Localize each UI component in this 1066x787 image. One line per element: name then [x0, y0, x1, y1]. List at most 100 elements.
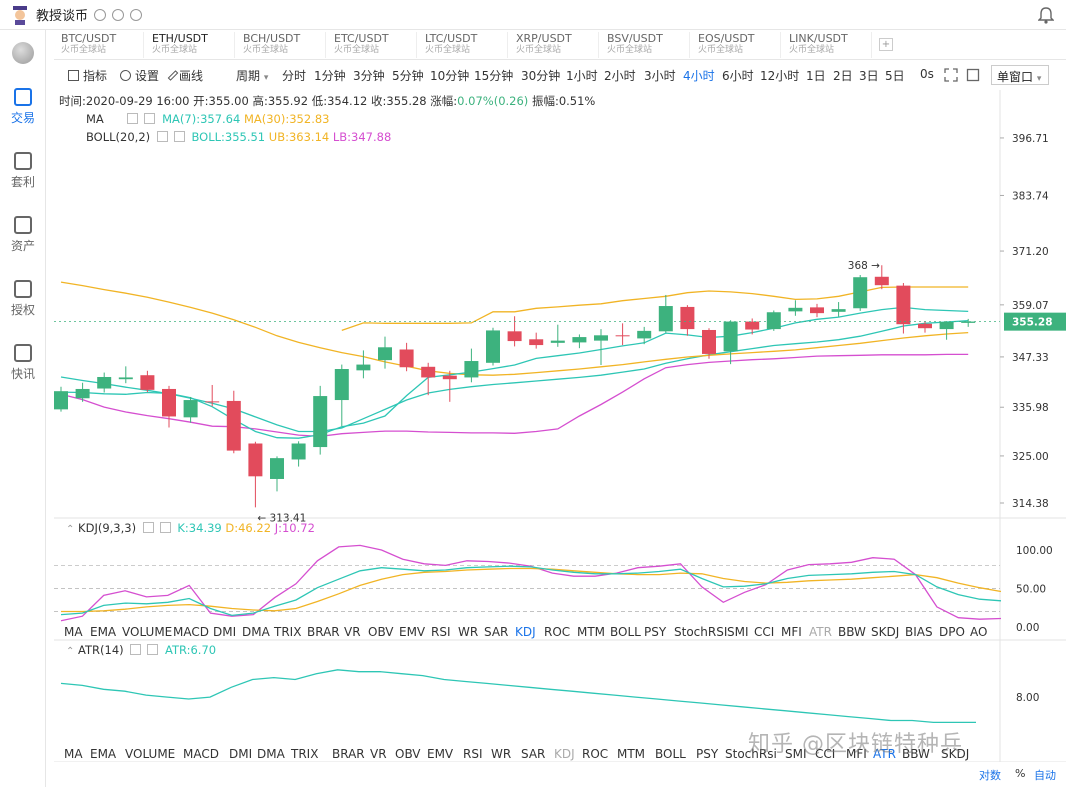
indicator-tab-ema[interactable]: EMA: [90, 625, 117, 639]
sidebar-item-trade[interactable]: 交易: [0, 88, 46, 126]
interval-6[interactable]: 30分钟: [521, 69, 561, 83]
indicator-tab-vr[interactable]: VR: [344, 625, 361, 639]
ma-settings-icon[interactable]: [127, 113, 139, 124]
settings-button[interactable]: 设置: [120, 67, 159, 84]
indicator-tab-ao[interactable]: AO: [970, 625, 988, 639]
indicator-tab-cci[interactable]: CCI: [754, 625, 775, 639]
kdj-settings-icon[interactable]: [142, 522, 154, 533]
indicator-tab-vr[interactable]: VR: [370, 747, 387, 761]
indicator-tab-wr[interactable]: WR: [491, 747, 512, 761]
tab-bch-usdt[interactable]: BCH/USDT 火币全球站: [236, 32, 326, 58]
indicator-tab-mfi[interactable]: MFI: [781, 625, 802, 639]
interval-14[interactable]: 2日: [833, 69, 853, 83]
sidebar-item-arbitrage[interactable]: 套利: [0, 152, 46, 190]
indicator-button[interactable]: 指标: [68, 67, 107, 84]
chart-canvas[interactable]: 396.71 383.74 371.20 359.07 347.33 335.98 325.…: [54, 90, 1066, 762]
indicator-tab-obv[interactable]: OBV: [368, 625, 394, 639]
indicator-tab-volume[interactable]: VOLUME: [125, 747, 176, 761]
draw-line-button[interactable]: 画线: [167, 67, 203, 84]
interval-11[interactable]: 6小时: [722, 69, 754, 83]
tab-bsv-usdt[interactable]: BSV/USDT 火币全球站: [600, 32, 690, 58]
indicator-tab-ma[interactable]: MA: [64, 625, 83, 639]
indicator-tab-skdj[interactable]: SKDJ: [941, 747, 970, 761]
indicator-tab-bbw[interactable]: BBW: [838, 625, 866, 639]
globe-icon[interactable]: [12, 42, 34, 64]
indicator-tab-rsi[interactable]: RSI: [463, 747, 483, 761]
indicator-tab-roc[interactable]: ROC: [582, 747, 609, 761]
indicator-tab-atr[interactable]: ATR: [809, 625, 832, 639]
indicator-tab-sar[interactable]: SAR: [521, 747, 546, 761]
indicator-tab-smi[interactable]: SMI: [727, 625, 749, 639]
percent-scale-toggle[interactable]: %: [1015, 767, 1026, 780]
tab-etc-usdt[interactable]: ETC/USDT 火币全球站: [327, 32, 417, 58]
indicator-tab-bias[interactable]: BIAS: [905, 625, 933, 639]
ma-close-icon[interactable]: [144, 113, 156, 124]
indicator-tab-mtm[interactable]: MTM: [577, 625, 606, 639]
indicator-tab-dmi[interactable]: DMI: [229, 747, 253, 761]
indicator-tab-macd[interactable]: MACD: [183, 747, 219, 761]
indicator-tab-brar[interactable]: BRAR: [307, 625, 340, 639]
interval-8[interactable]: 2小时: [604, 69, 636, 83]
interval-13[interactable]: 1日: [806, 69, 826, 83]
bell-icon[interactable]: [1038, 6, 1054, 24]
auto-scale-toggle[interactable]: 自动: [1034, 769, 1056, 782]
indicator-tab-dmi[interactable]: DMI: [213, 625, 237, 639]
interval-7[interactable]: 1小时: [566, 69, 598, 83]
indicator-tab-trix[interactable]: TRIX: [291, 747, 319, 761]
indicator-tab-boll[interactable]: BOLL: [655, 747, 686, 761]
indicator-tab-trix[interactable]: TRIX: [274, 625, 302, 639]
indicator-tab-wr[interactable]: WR: [458, 625, 479, 639]
tab-link-usdt[interactable]: LINK/USDT 火币全球站: [782, 32, 872, 58]
indicator-tab-skdj[interactable]: SKDJ: [871, 625, 900, 639]
boll-settings-icon[interactable]: [156, 131, 168, 142]
log-scale-toggle[interactable]: 对数: [979, 769, 1001, 782]
indicator-tab-boll[interactable]: BOLL: [610, 625, 641, 639]
indicator-tab-sar[interactable]: SAR: [484, 625, 509, 639]
indicator-tab-roc[interactable]: ROC: [544, 625, 571, 639]
tab-btc-usdt[interactable]: BTC/USDT 火币全球站: [54, 32, 144, 58]
indicator-tab-kdj[interactable]: KDJ: [554, 747, 575, 761]
indicator-tab-ema[interactable]: EMA: [90, 747, 117, 761]
interval-4[interactable]: 10分钟: [430, 69, 470, 83]
boll-close-icon[interactable]: [173, 131, 185, 142]
indicator-tab-ma[interactable]: MA: [64, 747, 83, 761]
indicator-tab-dpo[interactable]: DPO: [939, 625, 965, 639]
interval-16[interactable]: 5日: [885, 69, 905, 83]
indicator-tab-dma[interactable]: DMA: [257, 747, 285, 761]
interval-1[interactable]: 1分钟: [314, 69, 346, 83]
collapse-chevron-icon[interactable]: ⌃: [66, 646, 75, 657]
tab-eos-usdt[interactable]: EOS/USDT 火币全球站: [691, 32, 781, 58]
kdj-close-icon[interactable]: [159, 522, 171, 533]
indicator-tab-mtm[interactable]: MTM: [617, 747, 646, 761]
tab-eth-usdt[interactable]: ETH/USDT 火币全球站: [145, 32, 235, 58]
indicator-tab-psy[interactable]: PSY: [644, 625, 667, 639]
indicator-tab-emv[interactable]: EMV: [427, 747, 454, 761]
interval-12[interactable]: 12小时: [760, 69, 800, 83]
sidebar-item-news[interactable]: 快讯: [0, 344, 46, 382]
atr-settings-icon[interactable]: [130, 644, 142, 655]
screenshot-icon[interactable]: [966, 68, 980, 82]
indicator-tab-mfi[interactable]: MFI: [846, 747, 867, 761]
clock-icon[interactable]: [130, 8, 143, 21]
window-icon[interactable]: [94, 8, 107, 21]
sidebar-item-assets[interactable]: 资产: [0, 216, 46, 254]
atr-close-icon[interactable]: [147, 644, 159, 655]
indicator-tab-macd[interactable]: MACD: [173, 625, 209, 639]
indicator-tab-bbw[interactable]: BBW: [902, 747, 930, 761]
interval-10[interactable]: 4小时: [683, 69, 715, 83]
indicator-tab-stochrsi[interactable]: StochRSI: [674, 625, 728, 639]
sidebar-item-authorize[interactable]: 授权: [0, 280, 46, 318]
indicator-tab-dma[interactable]: DMA: [242, 625, 270, 639]
window-mode-select[interactable]: 单窗口 ▾: [991, 65, 1049, 85]
indicator-tab-smi[interactable]: SMI: [785, 747, 807, 761]
indicator-tab-volume[interactable]: VOLUME: [122, 625, 173, 639]
shield-icon[interactable]: [112, 8, 125, 21]
indicator-tab-obv[interactable]: OBV: [395, 747, 421, 761]
period-dropdown[interactable]: 周期 ▾: [236, 69, 269, 83]
indicator-tab-rsi[interactable]: RSI: [431, 625, 451, 639]
indicator-tab-cci[interactable]: CCI: [815, 747, 836, 761]
tab-ltc-usdt[interactable]: LTC/USDT 火币全球站: [418, 32, 508, 58]
interval-9[interactable]: 3小时: [644, 69, 676, 83]
interval-0[interactable]: 分时: [282, 69, 307, 83]
fullscreen-icon[interactable]: [944, 68, 958, 82]
